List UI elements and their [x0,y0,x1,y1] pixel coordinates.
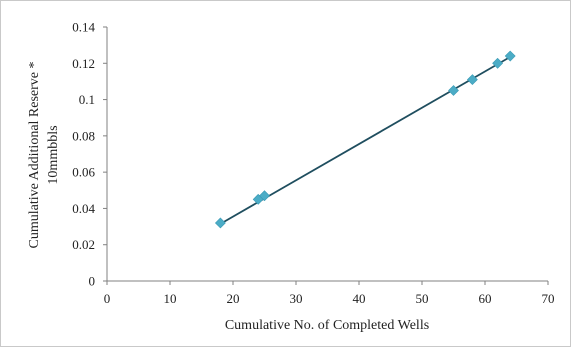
data-point [214,217,226,229]
y-tick-label: 0.04 [72,201,95,216]
x-tick-label: 30 [290,291,303,306]
x-axis-title: Cumulative No. of Completed Wells [225,318,429,333]
y-tick-label: 0.02 [72,237,95,252]
y-tick-label: 0.14 [72,20,95,35]
x-tick-label: 20 [227,291,240,306]
x-axis-tick-labels: 0 10 20 30 40 50 60 70 [104,291,555,306]
y-tick-label: 0.08 [72,128,95,143]
x-tick-label: 70 [542,291,555,306]
data-point [448,85,459,96]
y-axis-title-group: Cumulative Additional Reserve * 10mmbbls [27,61,61,248]
y-axis-title-line1: Cumulative Additional Reserve * [27,61,42,248]
y-tick-label: 0 [89,274,96,289]
axis-tick-marks [103,26,549,285]
x-tick-label: 40 [353,291,366,306]
x-tick-label: 50 [416,291,429,306]
data-point [504,50,516,62]
x-tick-label: 10 [164,291,177,306]
y-tick-label: 0.06 [72,165,95,180]
y-axis-tick-labels: 0 0.02 0.04 0.06 0.08 0.1 0.12 0.14 [72,20,95,289]
x-tick-label: 60 [479,291,492,306]
data-points [214,50,516,229]
x-tick-label: 0 [104,291,111,306]
y-tick-label: 0.1 [79,92,95,107]
data-point [259,190,270,202]
data-point [492,57,504,69]
y-axis-title-line2: 10mmbbls [46,125,61,184]
y-tick-label: 0.12 [72,56,95,71]
data-point [466,74,478,86]
